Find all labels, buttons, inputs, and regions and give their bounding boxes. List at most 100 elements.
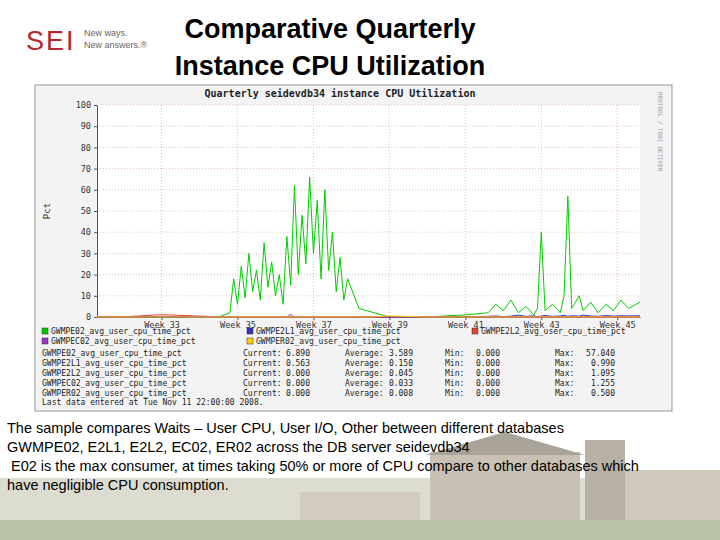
- stats-value: 0.000: [476, 349, 500, 358]
- stats-value: 0.150: [389, 359, 413, 368]
- grid-line-x: [161, 105, 162, 317]
- legend-swatch: [42, 328, 48, 334]
- stats-value: 6.890: [286, 349, 310, 358]
- tick-label: 20: [81, 270, 91, 280]
- slide-title: Comparative Quarterly: [184, 14, 475, 44]
- tick-label: 10: [81, 291, 91, 301]
- grid-line-x: [465, 105, 466, 317]
- series-line: [97, 315, 640, 317]
- tick-label: 60: [81, 185, 91, 195]
- legend-swatch: [247, 328, 253, 334]
- y-tick: 50: [81, 206, 97, 216]
- plot-area: [97, 105, 640, 317]
- tick-mark: [94, 211, 97, 212]
- tick-label: 30: [81, 249, 91, 259]
- tick-mark: [94, 232, 97, 233]
- photo-lawn: [0, 520, 720, 540]
- stats-label: Max:: [555, 369, 574, 378]
- chart-canvas: [35, 85, 672, 411]
- stats-label: Average:: [345, 369, 384, 378]
- series-line: [97, 314, 640, 317]
- stats-value: 1.095: [591, 369, 615, 378]
- stats-value: 3.589: [389, 349, 413, 358]
- stats-label: Average:: [345, 379, 384, 388]
- grid-line-y: [97, 317, 640, 318]
- legend-swatch: [472, 328, 478, 334]
- series-line: [97, 315, 640, 317]
- stats-label: Max:: [555, 379, 574, 388]
- stats-value: 0.000: [286, 389, 310, 398]
- stats-label: Current:: [243, 349, 282, 358]
- tick-mark: [94, 105, 97, 106]
- stats-value: 0.000: [286, 369, 310, 378]
- y-tick: 0: [86, 312, 97, 322]
- photo: [0, 432, 720, 540]
- y-tick: 20: [81, 270, 97, 280]
- grid: [97, 105, 640, 317]
- grid-line-y: [97, 274, 640, 275]
- stats-label: Min:: [445, 389, 464, 398]
- stats-value: 57.040: [586, 349, 615, 358]
- y-tick: 30: [81, 249, 97, 259]
- grid-line-y: [97, 168, 640, 169]
- stats-value: 0.000: [286, 379, 310, 388]
- tick-mark: [94, 296, 97, 297]
- stats-value: 0.045: [389, 369, 413, 378]
- logo-tagline: New answers.®: [84, 40, 148, 50]
- legend-label: GWMPEC02_avg_user_cpu_time_pct: [51, 337, 196, 346]
- series-line: [97, 177, 640, 317]
- legend-label: GWMPE02_avg_user_cpu_time_pct: [51, 327, 191, 336]
- chart-title: Quarterly seidevdb34 instance CPU Utiliz…: [205, 88, 476, 99]
- grid-line-x: [617, 105, 618, 317]
- axis-line: [97, 106, 98, 318]
- stats-label: Min:: [445, 369, 464, 378]
- last-update: Last data entered at Tue Nov 11 22:00:00…: [42, 398, 264, 407]
- stats-label: Average:: [345, 349, 384, 358]
- y-axis: 0102030405060708090100: [76, 100, 98, 322]
- stats-value: 1.255: [591, 379, 615, 388]
- legend-item: GWMPE2L2_avg_user_cpu_time_pct: [472, 327, 626, 336]
- stats-label: Average:: [345, 389, 384, 398]
- stats-value: 0.500: [591, 389, 615, 398]
- logo-tagline: New ways.: [84, 28, 128, 38]
- stats-label: Average:: [345, 359, 384, 368]
- caption-line: The sample compares Waits – User CPU, Us…: [7, 420, 564, 436]
- grid-line-y: [97, 211, 640, 212]
- legend-item: GWMPEC02_avg_user_cpu_time_pct: [42, 337, 196, 346]
- grid-line-y: [97, 253, 640, 254]
- stats-series-name: GWMPE02_avg_user_cpu_time_pct: [42, 349, 182, 358]
- tick-label: 50: [81, 206, 91, 216]
- stats-value: 0.000: [476, 369, 500, 378]
- stats-label: Max:: [555, 349, 574, 358]
- tick-mark: [94, 147, 97, 148]
- tick-label: 0: [86, 312, 91, 322]
- tick-label: 100: [76, 100, 91, 110]
- legend-label: GWMPER02_avg_user_cpu_time_pct: [256, 337, 401, 346]
- grid-line-x: [389, 105, 390, 317]
- series-group: [97, 177, 640, 317]
- grid-line-y: [97, 189, 640, 190]
- slide-title: Instance CPU Utilization: [175, 51, 486, 81]
- legend-item: GWMPE2L1_avg_user_cpu_time_pct: [247, 327, 401, 336]
- stats-label: Max:: [555, 359, 574, 368]
- stats-value: 0.563: [286, 359, 310, 368]
- stats-label: Max:: [555, 389, 574, 398]
- y-tick: 90: [81, 121, 97, 131]
- tick-mark: [94, 190, 97, 191]
- tick-label: Week 41: [448, 320, 484, 330]
- x-tick: Week 41: [448, 317, 484, 330]
- stats-label: Current:: [243, 379, 282, 388]
- stats-series-name: GWMPE2L2_avg_user_cpu_time_pct: [42, 369, 187, 378]
- stats-series-name: GWMPE2L1_avg_user_cpu_time_pct: [42, 359, 187, 368]
- y-tick: 40: [81, 227, 97, 237]
- legend-swatch: [247, 338, 253, 344]
- stats-table: GWMPE02_avg_user_cpu_time_pct Current: 6.8…: [42, 349, 615, 398]
- slide: SEINew ways.New answers.®Comparative Qua…: [0, 0, 720, 540]
- watermark: RRDTOOL / TOBI OETIKER: [657, 92, 664, 172]
- grid-line-y: [97, 232, 640, 233]
- stage: SEINew ways.New answers.®Comparative Qua…: [0, 0, 720, 540]
- stats-label: Min:: [445, 359, 464, 368]
- legend-label: GWMPE2L1_avg_user_cpu_time_pct: [256, 327, 401, 336]
- stats-label: Min:: [445, 349, 464, 358]
- y-tick: 80: [81, 143, 97, 153]
